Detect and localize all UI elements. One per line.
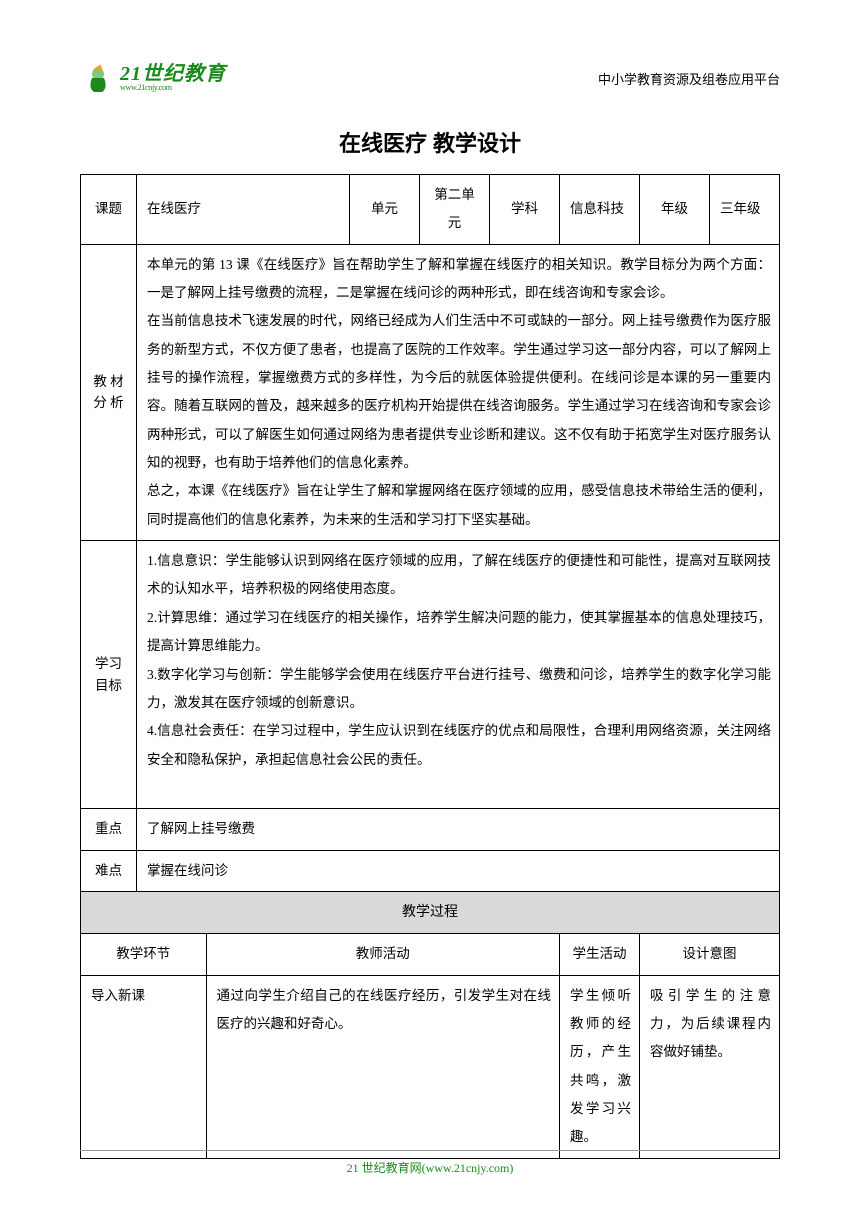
analysis-p1: 本单元的第 13 课《在线医疗》旨在帮助学生了解和掌握在线医疗的相关知识。教学目… xyxy=(147,257,771,300)
label-topic: 课题 xyxy=(81,175,137,245)
footer-text: 21 世纪教育网(www.21cnjy.com) xyxy=(347,1161,514,1175)
value-keypoint: 了解网上挂号缴费 xyxy=(137,809,780,850)
stage-1: 导入新课 xyxy=(81,975,207,1158)
analysis-p3: 总之，本课《在线医疗》旨在让学生了解和掌握网络在医疗领域的应用，感受信息技术带给… xyxy=(147,483,771,526)
table-row: 导入新课 通过向学生介绍自己的在线医疗经历，引发学生对在线医疗的兴趣和好奇心。 … xyxy=(81,975,780,1158)
table-row: 教学过程 xyxy=(81,891,780,933)
page-footer: 21 世纪教育网(www.21cnjy.com) xyxy=(0,1150,860,1176)
value-unit: 第二单元 xyxy=(420,175,490,245)
label-unit: 单元 xyxy=(350,175,420,245)
analysis-p2: 在当前信息技术飞速发展的时代，网络已经成为人们生活中不可或缺的一部分。网上挂号缴… xyxy=(147,313,771,470)
table-row: 重点 了解网上挂号缴费 xyxy=(81,809,780,850)
goal-2: 2.计算思维：通过学习在线医疗的相关操作，培养学生解决问题的能力，使其掌握基本的… xyxy=(147,610,771,653)
label-analysis: 教 材分 析 xyxy=(81,244,137,540)
teacher-1: 通过向学生介绍自己的在线医疗经历，引发学生对在线医疗的兴趣和好奇心。 xyxy=(206,975,559,1158)
logo-sub-text: www.21cnjy.com xyxy=(120,84,226,92)
label-difficulty: 难点 xyxy=(81,850,137,891)
process-header: 教学过程 xyxy=(81,891,780,933)
lesson-plan-table: 课题 在线医疗 单元 第二单元 学科 信息科技 年级 三年级 教 材分 析 本单… xyxy=(80,174,780,1159)
col-student: 学生活动 xyxy=(560,934,640,975)
goal-4: 4.信息社会责任：在学习过程中，学生应认识到在线医疗的优点和局限性，合理利用网络… xyxy=(147,723,771,766)
logo: 21世纪教育 www.21cnjy.com xyxy=(80,60,226,96)
col-stage: 教学环节 xyxy=(81,934,207,975)
header-right-text: 中小学教育资源及组卷应用平台 xyxy=(598,69,780,88)
goal-1: 1.信息意识：学生能够认识到网络在医疗领域的应用，了解在线医疗的便捷性和可能性，… xyxy=(147,553,771,596)
value-grade: 三年级 xyxy=(710,175,780,245)
col-teacher: 教师活动 xyxy=(206,934,559,975)
value-goals: 1.信息意识：学生能够认识到网络在医疗领域的应用，了解在线医疗的便捷性和可能性，… xyxy=(137,541,780,809)
logo-icon xyxy=(80,60,116,96)
table-row: 课题 在线医疗 单元 第二单元 学科 信息科技 年级 三年级 xyxy=(81,175,780,245)
value-subject: 信息科技 xyxy=(560,175,640,245)
label-grade: 年级 xyxy=(640,175,710,245)
table-row: 教学环节 教师活动 学生活动 设计意图 xyxy=(81,934,780,975)
label-goals: 学习目标 xyxy=(81,541,137,809)
table-row: 教 材分 析 本单元的第 13 课《在线医疗》旨在帮助学生了解和掌握在线医疗的相… xyxy=(81,244,780,540)
table-row: 学习目标 1.信息意识：学生能够认识到网络在医疗领域的应用，了解在线医疗的便捷性… xyxy=(81,541,780,809)
table-row: 难点 掌握在线问诊 xyxy=(81,850,780,891)
label-subject: 学科 xyxy=(490,175,560,245)
col-intent: 设计意图 xyxy=(640,934,780,975)
student-1: 学生倾听教师的经历，产生共鸣，激发学习兴趣。 xyxy=(560,975,640,1158)
value-topic: 在线医疗 xyxy=(137,175,350,245)
page-title: 在线医疗 教学设计 xyxy=(80,126,780,158)
page-header: 21世纪教育 www.21cnjy.com 中小学教育资源及组卷应用平台 xyxy=(80,60,780,96)
intent-1: 吸引学生的注意力，为后续课程内容做好铺垫。 xyxy=(640,975,780,1158)
label-keypoint: 重点 xyxy=(81,809,137,850)
goal-3: 3.数字化学习与创新：学生能够学会使用在线医疗平台进行挂号、缴费和问诊，培养学生… xyxy=(147,667,771,710)
value-difficulty: 掌握在线问诊 xyxy=(137,850,780,891)
value-analysis: 本单元的第 13 课《在线医疗》旨在帮助学生了解和掌握在线医疗的相关知识。教学目… xyxy=(137,244,780,540)
logo-main-text: 21世纪教育 xyxy=(120,64,226,84)
